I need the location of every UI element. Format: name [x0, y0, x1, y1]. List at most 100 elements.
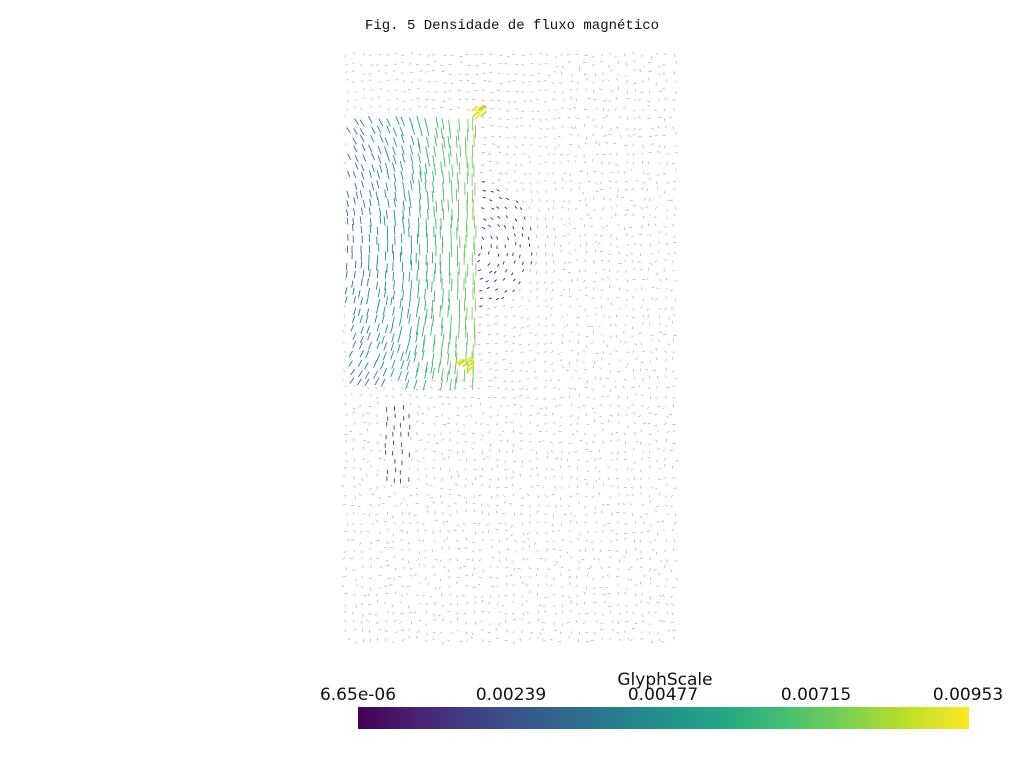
flux-arrow [597, 242, 601, 245]
flux-arrow [393, 225, 396, 235]
flux-arrow [506, 90, 510, 93]
flux-arrow [595, 107, 598, 110]
flux-arrow [615, 533, 619, 536]
flux-arrow [360, 260, 363, 269]
flux-arrow [496, 585, 499, 588]
flux-arrow [407, 335, 412, 346]
flux-arrow [343, 55, 347, 57]
flux-arrow [583, 233, 587, 236]
flux-arrow [407, 542, 410, 545]
flux-arrow [350, 324, 355, 332]
flux-arrow [386, 611, 390, 614]
flux-arrow [384, 630, 388, 632]
flux-arrow [543, 360, 547, 363]
flux-arrow [537, 172, 541, 175]
flux-arrow [393, 555, 396, 559]
flux-arrow [611, 432, 614, 436]
flux-arrow [529, 349, 532, 352]
flux-arrow [506, 56, 510, 58]
flux-arrow [426, 483, 428, 486]
flux-arrow [512, 226, 515, 230]
flux-arrow [609, 404, 612, 407]
flux-arrow [614, 324, 617, 327]
flux-arrow [399, 621, 402, 624]
flux-arrow [615, 108, 617, 111]
flux-arrow [354, 578, 357, 581]
flux-arrow [539, 407, 543, 410]
flux-arrow [476, 259, 481, 263]
flux-arrow [617, 502, 620, 506]
flux-arrow [501, 296, 505, 300]
flux-arrow [512, 631, 516, 634]
flux-arrow [506, 119, 510, 121]
flux-arrow [616, 278, 618, 281]
flux-arrow [601, 530, 604, 533]
flux-arrow-peak [455, 358, 463, 365]
flux-arrow [648, 152, 652, 154]
flux-arrow [392, 162, 396, 172]
flux-arrow [537, 568, 539, 572]
flux-arrow [352, 407, 356, 409]
flux-arrow [575, 53, 579, 55]
flux-arrow [470, 636, 473, 639]
flux-arrow [632, 296, 634, 299]
flux-arrow [384, 64, 388, 67]
flux-arrow [448, 402, 451, 405]
flux-arrow [518, 288, 521, 292]
flux-arrow [424, 181, 427, 193]
flux-arrow [505, 620, 507, 623]
flux-arrow [378, 497, 382, 499]
flux-arrow [633, 411, 635, 415]
flux-arrow [429, 596, 433, 598]
flux-arrow [358, 370, 363, 378]
flux-arrow [635, 593, 637, 596]
flux-arrow [377, 155, 382, 164]
flux-arrow [474, 422, 477, 424]
flux-arrow [544, 217, 546, 221]
flux-arrow [384, 281, 387, 291]
flux-arrow [480, 172, 484, 174]
flux-arrow [465, 415, 468, 418]
flux-arrow [659, 279, 661, 282]
flux-arrow [675, 206, 677, 210]
flux-arrow [351, 612, 354, 615]
flux-arrow [376, 269, 379, 278]
flux-arrow [607, 466, 610, 469]
flux-arrow [584, 514, 588, 517]
flux-arrow [538, 145, 542, 148]
flux-arrow [663, 549, 666, 552]
flux-arrow [576, 602, 579, 606]
flux-arrow [543, 414, 547, 416]
flux-arrow [433, 290, 436, 302]
flux-arrow [417, 315, 420, 327]
flux-arrow [542, 622, 545, 624]
flux-arrow [375, 415, 378, 418]
flux-arrow [509, 574, 513, 577]
flux-arrow [442, 618, 444, 621]
flux-arrow [618, 493, 621, 496]
flux-arrow [462, 523, 466, 525]
flux-arrow [615, 204, 618, 207]
flux-arrow [648, 104, 650, 108]
flux-arrow [479, 305, 483, 307]
flux-arrow [417, 460, 420, 462]
flux-arrow [626, 493, 629, 497]
flux-arrow [513, 641, 515, 645]
flux-arrow [342, 378, 345, 381]
flux-arrow [553, 137, 556, 140]
flux-arrow [353, 422, 356, 425]
flux-arrow [386, 564, 390, 567]
flux-arrow [520, 630, 523, 633]
flux-arrow [600, 422, 604, 425]
flux-arrow [389, 584, 393, 586]
flux-arrow [399, 298, 402, 309]
flux-arrow [502, 277, 506, 281]
flux-arrow [534, 376, 537, 379]
flux-arrow [569, 556, 573, 559]
flux-arrow [630, 578, 633, 581]
flux-arrow [376, 441, 380, 444]
flux-arrow [659, 162, 662, 165]
vector-field-plot [341, 51, 679, 645]
flux-arrow [494, 362, 498, 364]
flux-arrow [424, 163, 428, 175]
